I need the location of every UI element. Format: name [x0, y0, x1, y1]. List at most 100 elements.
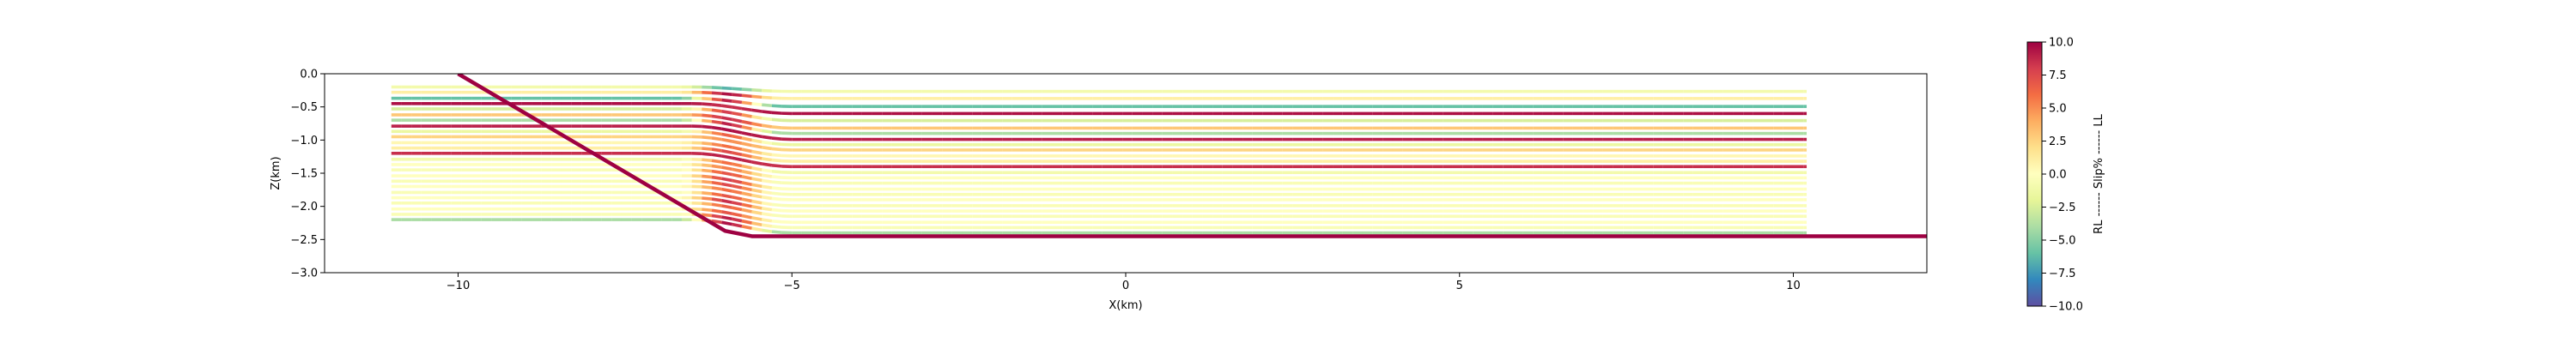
layer-25-segment	[711, 219, 722, 225]
layer-12-segment	[702, 147, 713, 151]
layer-15-segment	[761, 173, 773, 178]
layer-11-segment	[741, 147, 752, 153]
layer-24-segment	[771, 225, 782, 229]
colorbar-tick-label: 0.0	[2049, 169, 2067, 182]
layer-11-segment	[751, 149, 762, 155]
colorbar-tick-label: 7.5	[2049, 69, 2067, 82]
layer-23-segment	[761, 218, 773, 223]
layer-12-segment	[751, 154, 762, 160]
layer-18-segment	[761, 190, 773, 196]
layer-21-segment	[751, 204, 762, 210]
layer-17-segment	[731, 178, 743, 184]
layer-17-segment	[702, 174, 713, 179]
layer-16-segment	[751, 177, 762, 183]
colorbar-label: RL ------ Slip% ------ LL	[2093, 113, 2105, 233]
layer-20-segment	[751, 199, 762, 205]
layer-15-segment	[711, 164, 722, 169]
layer-18-segment	[771, 191, 782, 196]
layer-14-segment	[731, 162, 743, 168]
layer-8-segment	[751, 133, 762, 139]
layer-14-segment	[761, 168, 773, 173]
layer-20-segment	[771, 202, 782, 208]
colorbar-tick-label: −5.0	[2049, 235, 2076, 248]
layer-6-segment	[711, 114, 722, 119]
layer-19-segment	[731, 190, 743, 195]
colorbar: 10.0 7.5 5.0 2.5 0.0 −2.5 −5.0 −7.5 −10.0 RL ---…	[2026, 37, 2105, 314]
layer-4-segment	[702, 102, 713, 106]
y-tick-label: −2.0	[290, 201, 318, 214]
layer-21-segment	[741, 202, 752, 208]
layer-10-segment	[771, 147, 782, 152]
layer-10-segment	[741, 141, 752, 147]
layer-15-segment	[721, 165, 732, 172]
layer-6-segment	[731, 117, 743, 123]
layer-23-segment	[702, 208, 713, 213]
layer-25-segment	[721, 220, 732, 226]
x-axis-title: X(km)	[1109, 299, 1142, 312]
layer-8-segment	[771, 136, 782, 141]
layer-13-segment	[771, 163, 782, 168]
layer-25-segment	[761, 228, 773, 233]
layer-1-segment	[751, 88, 762, 93]
layer-19-segment	[741, 191, 752, 197]
colorbar-tick-label: 10.0	[2049, 37, 2074, 50]
layer-12-segment	[761, 157, 773, 162]
layer-2-segment	[751, 94, 762, 99]
colorbar-gradient	[2026, 41, 2043, 307]
layer-10-segment	[751, 143, 762, 149]
layer-24-segment	[702, 213, 713, 218]
layer-10-segment	[721, 137, 732, 143]
layer-21-segment	[711, 197, 722, 202]
layer-21-segment	[731, 201, 743, 207]
layer-5-segment	[771, 117, 782, 123]
layer-21-segment	[771, 208, 782, 213]
layer-19-segment	[771, 196, 782, 202]
layer-18-segment	[741, 186, 752, 192]
layer-6-segment	[761, 123, 773, 129]
layer-6-segment	[702, 113, 713, 118]
layer-16-segment	[731, 172, 743, 178]
layer-14-segment	[721, 160, 732, 165]
layer-23-segment	[711, 208, 722, 214]
layer-5-segment	[731, 111, 743, 117]
layer-18-segment	[702, 179, 713, 184]
layer-3-segment	[732, 99, 743, 105]
layer-6-segment	[751, 122, 762, 127]
layer-20-segment	[741, 197, 752, 203]
layer-24-segment	[711, 214, 722, 219]
layer-17-segment	[741, 181, 752, 186]
layer-21-segment	[702, 196, 713, 201]
layer-1-segment	[741, 87, 752, 92]
layer-17-segment	[771, 186, 782, 190]
x-tick-label: 10	[1786, 280, 1801, 292]
layer-3-segment	[721, 98, 732, 103]
layer-5-segment	[711, 108, 722, 113]
layer-8-segment	[731, 129, 743, 135]
layer-7-segment	[751, 127, 762, 133]
colorbar-tick-label: −7.5	[2049, 268, 2076, 280]
layer-10-segment	[702, 135, 713, 140]
colorbar-tick-label: 2.5	[2049, 135, 2067, 148]
layer-24-segment	[721, 215, 732, 221]
layer-3-segment	[771, 104, 782, 108]
layer-4-segment	[741, 106, 752, 112]
layer-22-segment	[731, 206, 743, 212]
colorbar-ticks: 10.0 7.5 5.0 2.5 0.0 −2.5 −5.0 −7.5 −10.0	[2042, 37, 2083, 314]
layer-10-segment	[731, 140, 743, 145]
layer-7-segment	[711, 119, 722, 125]
layer-16-segment	[711, 169, 722, 175]
layer-4-segment	[751, 108, 762, 113]
layer-4-segment	[721, 104, 732, 109]
layer-13-segment	[702, 152, 713, 157]
layer-9-segment	[761, 140, 773, 146]
colorbar-tick-label: −10.0	[2049, 301, 2083, 314]
layer-10-segment	[761, 145, 773, 151]
layer-2-segment	[771, 96, 782, 100]
y-axis-title: Z(km)	[270, 156, 283, 190]
layer-11-segment	[702, 141, 713, 146]
y-tick-label: −1.5	[290, 168, 318, 181]
layer-10-segment	[711, 136, 722, 141]
layer-13-segment	[731, 156, 743, 162]
layer-14-segment	[702, 158, 713, 163]
layer-14-segment	[751, 166, 762, 172]
